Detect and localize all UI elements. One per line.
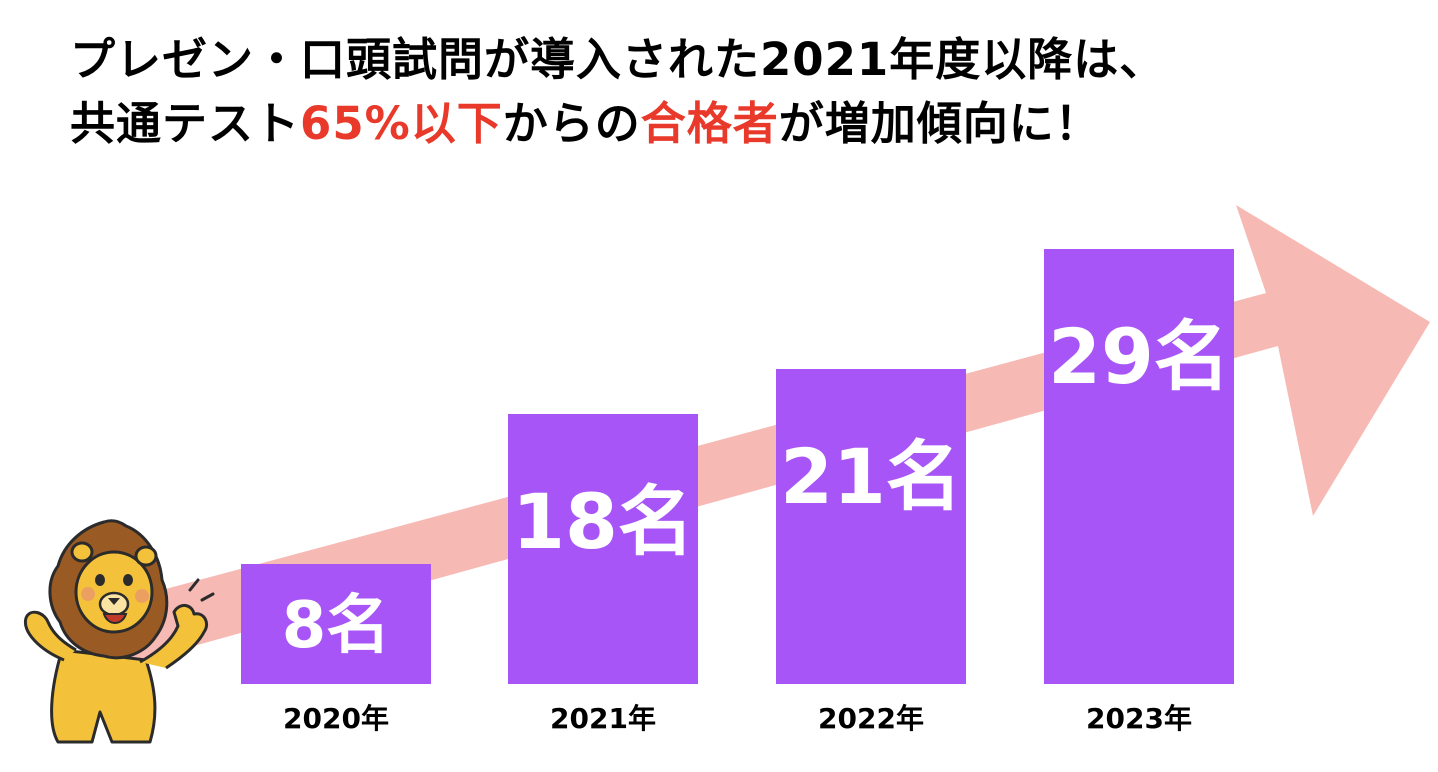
bar-value-label: 29名 bbox=[1048, 312, 1230, 401]
bar-2022 bbox=[776, 369, 966, 684]
title-accent-percentage: 65%以下 bbox=[300, 97, 503, 150]
title-line-1: プレゼン・口頭試問が導入された2021年度以降は、 bbox=[70, 33, 1166, 86]
x-tick-label: 2022年 bbox=[818, 702, 924, 735]
bar-value-label: 18名 bbox=[512, 477, 694, 566]
bars-layer: 8名 2020年 18名 2021年 21名 2022年 29名 2023年 bbox=[241, 249, 1234, 735]
lion-mascot-icon bbox=[23, 519, 215, 744]
title-line-2-part-3: が増加傾向に！ bbox=[778, 97, 1101, 150]
x-tick-label: 2021年 bbox=[550, 702, 656, 735]
x-tick-label: 2020年 bbox=[283, 702, 389, 735]
trend-arrow bbox=[110, 205, 1430, 665]
bar-value-label: 8名 bbox=[282, 589, 391, 663]
title-line-2-part-2: からの bbox=[502, 97, 641, 150]
title-line-2-part-1: 共通テスト bbox=[70, 97, 301, 150]
x-tick-label: 2023年 bbox=[1086, 702, 1192, 735]
page-title: プレゼン・口頭試問が導入された2021年度以降は、 共通テスト65%以下からの合… bbox=[70, 28, 1165, 156]
trend-arrow-layer bbox=[110, 205, 1430, 665]
title-accent-passers: 合格者 bbox=[640, 97, 779, 150]
bar-2020 bbox=[241, 564, 431, 684]
bar-2023 bbox=[1044, 249, 1234, 684]
bar-2021 bbox=[508, 414, 698, 684]
bar-value-label: 21名 bbox=[780, 432, 962, 521]
title-line-2: 共通テスト65%以下からの合格者が増加傾向に！ bbox=[70, 92, 1165, 156]
